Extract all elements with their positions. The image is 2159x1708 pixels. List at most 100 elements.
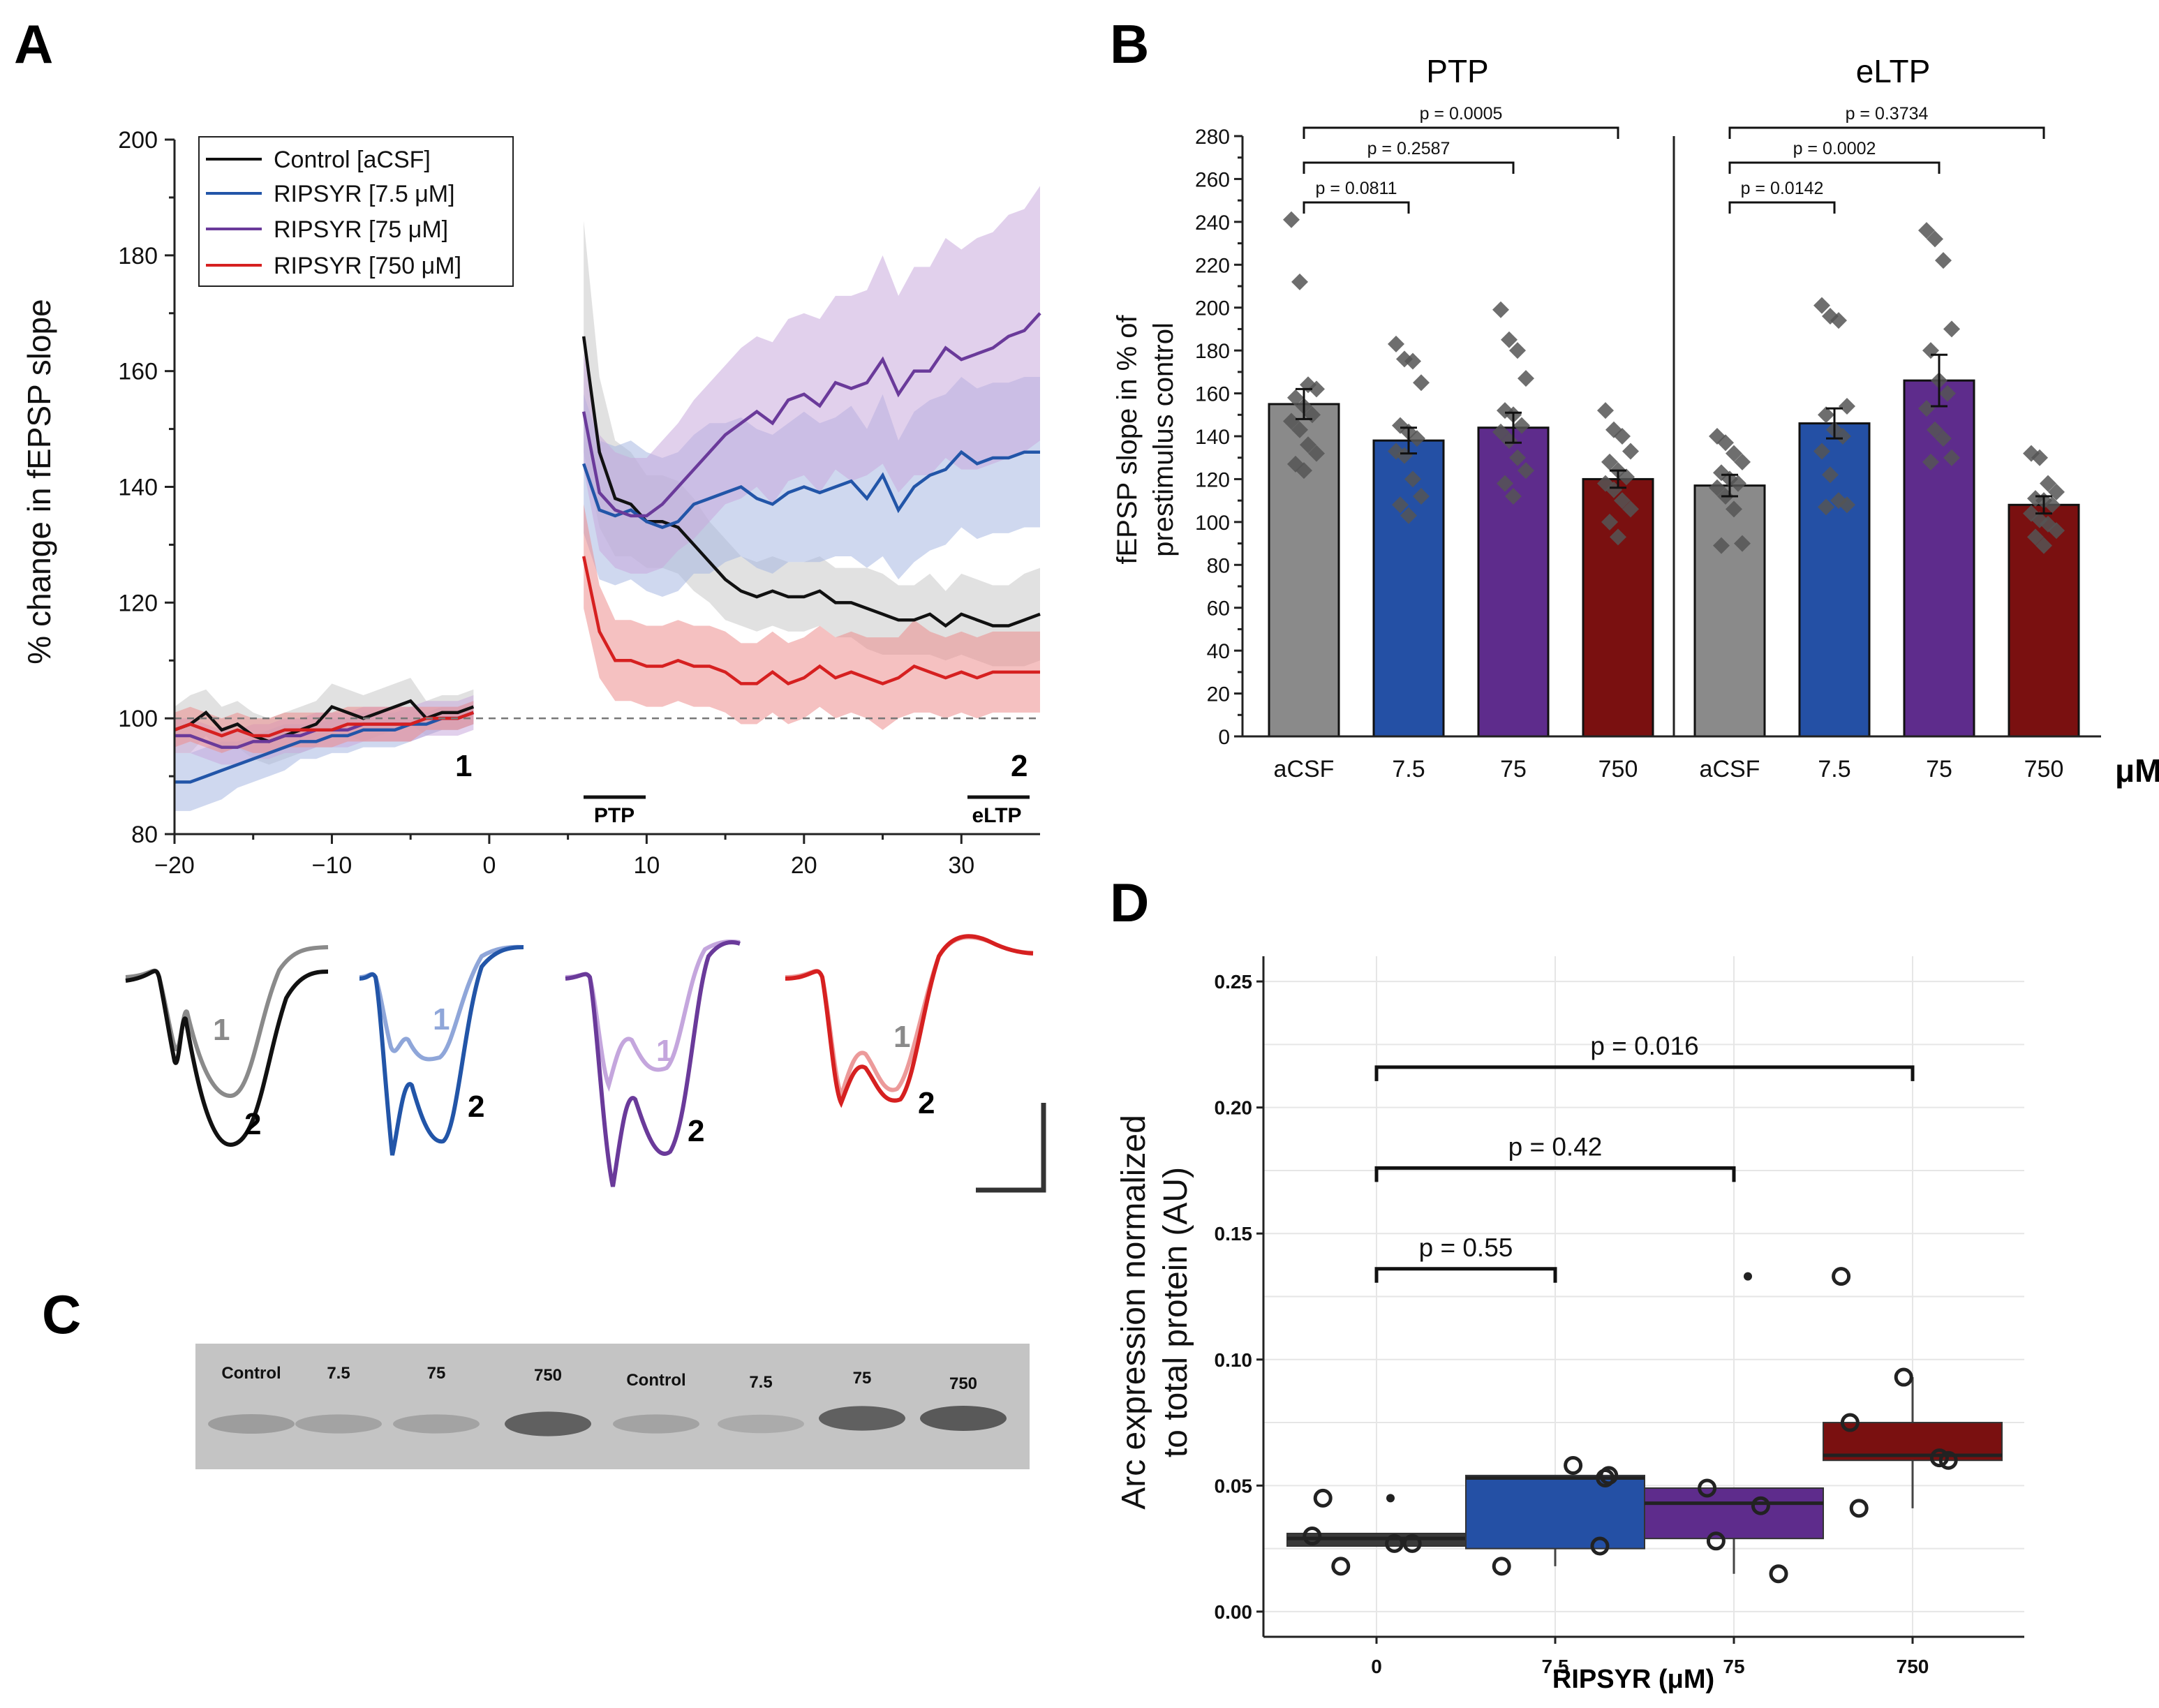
d-point bbox=[1385, 1534, 1404, 1553]
b-point bbox=[1935, 252, 1952, 269]
b-bars bbox=[1268, 379, 2080, 738]
b-x-tick-label: 7.5 bbox=[1818, 756, 1850, 782]
d-x-label: RIPSYR (μM) bbox=[1552, 1665, 1714, 1694]
panel-d-box-plot: 0 7.5 75 750 0.00 0.05 0.10 0.15 0.20 0.25 p = 0.… bbox=[1115, 956, 2024, 1694]
b-point bbox=[1308, 445, 1325, 462]
a-line-series-1-seg-1 bbox=[582, 450, 1040, 529]
a-y-tick-label: 120 bbox=[118, 590, 158, 616]
b-point bbox=[1839, 398, 1855, 415]
b-point bbox=[1492, 301, 1509, 318]
b-group-eltp: eLTP bbox=[1856, 53, 1931, 89]
d-axes: 0 7.5 75 750 0.00 0.05 0.10 0.15 0.20 0.25 bbox=[1215, 956, 2024, 1677]
blot-band-0 bbox=[208, 1414, 295, 1434]
blot-membrane bbox=[195, 1344, 1030, 1469]
b-point bbox=[2035, 537, 2052, 554]
b-x-tick-label: aCSF bbox=[1700, 756, 1760, 782]
b-bar-0 bbox=[1268, 403, 1340, 738]
b-point bbox=[2044, 496, 2061, 514]
a-line-series-1-seg-0 bbox=[175, 711, 475, 784]
b-point bbox=[1291, 273, 1308, 290]
blot-band-5 bbox=[718, 1414, 804, 1434]
d-point bbox=[1402, 1534, 1422, 1553]
d-box-1 bbox=[1465, 1474, 1645, 1550]
b-point bbox=[1601, 453, 1618, 470]
d-x-tick-label: 75 bbox=[1723, 1656, 1744, 1677]
b-point bbox=[1308, 380, 1325, 398]
a-y-axis-label: % change in fEPSP slope bbox=[21, 299, 57, 664]
a-point-1-label: 1 bbox=[455, 749, 472, 783]
b-pvalue: p = 0.0002 bbox=[1793, 139, 1876, 158]
a-y-tick-label: 200 bbox=[118, 127, 158, 154]
b-point bbox=[1834, 428, 1851, 445]
d-point bbox=[1929, 1448, 1949, 1468]
b-point bbox=[1922, 453, 1939, 470]
b-y-label-line-1: fEPSP slope in % of bbox=[1112, 314, 1143, 564]
blot-band-4 bbox=[613, 1414, 699, 1434]
blot-bands bbox=[208, 1406, 1007, 1436]
blot-lane-label: 75 bbox=[853, 1369, 872, 1388]
d-y-tick-label: 0.25 bbox=[1215, 971, 1253, 993]
b-point bbox=[1296, 462, 1312, 480]
b-unit: μM bbox=[2115, 752, 2159, 789]
b-point bbox=[1927, 421, 1943, 438]
b-y-tick-label: 220 bbox=[1195, 254, 1230, 277]
b-y-tick-label: 260 bbox=[1195, 168, 1230, 191]
b-point bbox=[1818, 406, 1834, 424]
b-point bbox=[1518, 462, 1534, 480]
d-x-tick-label: 0 bbox=[1371, 1656, 1382, 1677]
d-brackets: p = 0.55 p = 0.42 p = 0.016 bbox=[1374, 1032, 1915, 1283]
blot-lane-label: 7.5 bbox=[327, 1364, 350, 1383]
a-line-series-2-seg-1 bbox=[581, 312, 1041, 518]
panel-a-line-chart: 80 100 120 140 160 180 200 −20 −10 0 10 20 30 % chan… bbox=[21, 127, 1041, 879]
b-point bbox=[1388, 335, 1404, 352]
d-outlier bbox=[1744, 1272, 1752, 1281]
trace-75-label-1: 1 bbox=[656, 1034, 673, 1068]
a-x-tick-label: 20 bbox=[791, 852, 817, 879]
a-point-2-label: 2 bbox=[1011, 749, 1027, 783]
b-point bbox=[1927, 230, 1943, 248]
trace-7-5-2 bbox=[359, 945, 524, 1156]
b-y-tick-label: 160 bbox=[1195, 383, 1230, 406]
d-pvalue: p = 0.016 bbox=[1590, 1032, 1698, 1060]
b-brackets: p = 0.0811 p = 0.2587 p = 0.0005 p = 0.0142… bbox=[1303, 104, 2045, 214]
a-error-bands bbox=[175, 186, 1040, 811]
b-pvalue: p = 0.2587 bbox=[1367, 139, 1451, 158]
d-point bbox=[1849, 1499, 1869, 1518]
b-point bbox=[1513, 417, 1530, 434]
d-pvalue: p = 0.55 bbox=[1419, 1233, 1513, 1262]
a-axes: 80 100 120 140 160 180 200 −20 −10 0 10 20 30 bbox=[118, 127, 1040, 879]
blot-lane-label: 750 bbox=[949, 1374, 977, 1393]
a-band-series-2-seg-1 bbox=[584, 186, 1040, 574]
d-y-tick-label: 0.05 bbox=[1215, 1475, 1253, 1497]
b-point bbox=[1726, 445, 1742, 462]
b-y-label-line-2: prestimulus control bbox=[1148, 322, 1179, 557]
b-point bbox=[1509, 449, 1526, 466]
a-legend: Control [aCSF] RIPSYR [7.5 μM] RIPSYR [7… bbox=[198, 136, 514, 287]
b-point bbox=[1501, 331, 1518, 348]
b-y-tick-label: 20 bbox=[1207, 683, 1230, 706]
b-point bbox=[1734, 453, 1751, 470]
a-x-tick-label: 0 bbox=[482, 852, 496, 879]
panel-c-western-blot: Control 7.5 75 750 Control 7.5 75 750 bbox=[195, 1344, 1030, 1469]
a-line-series-0-seg-1 bbox=[581, 336, 1041, 628]
d-bracket bbox=[1374, 1065, 1915, 1081]
b-pvalue: p = 0.0005 bbox=[1420, 104, 1503, 124]
d-x-tick-label: 7.5 bbox=[1542, 1656, 1569, 1677]
d-point bbox=[1894, 1367, 1913, 1387]
a-x-tick-label: −20 bbox=[154, 852, 195, 879]
b-point bbox=[1505, 488, 1522, 505]
b-point bbox=[2040, 475, 2056, 492]
d-point bbox=[1590, 1536, 1610, 1556]
d-bracket bbox=[1374, 1166, 1736, 1182]
b-point bbox=[1839, 496, 1855, 514]
panel-label-d: D bbox=[1110, 872, 1149, 933]
b-point bbox=[1730, 475, 1746, 492]
trace-scale-bar bbox=[976, 1103, 1046, 1193]
trace-75-2 bbox=[565, 940, 741, 1187]
b-point bbox=[1918, 222, 1935, 239]
trace-7-5-label-1: 1 bbox=[433, 1002, 450, 1037]
b-point bbox=[1943, 449, 1960, 466]
a-band-series-3-seg-0 bbox=[175, 701, 474, 753]
b-x-tick-label: aCSF bbox=[1274, 756, 1335, 782]
